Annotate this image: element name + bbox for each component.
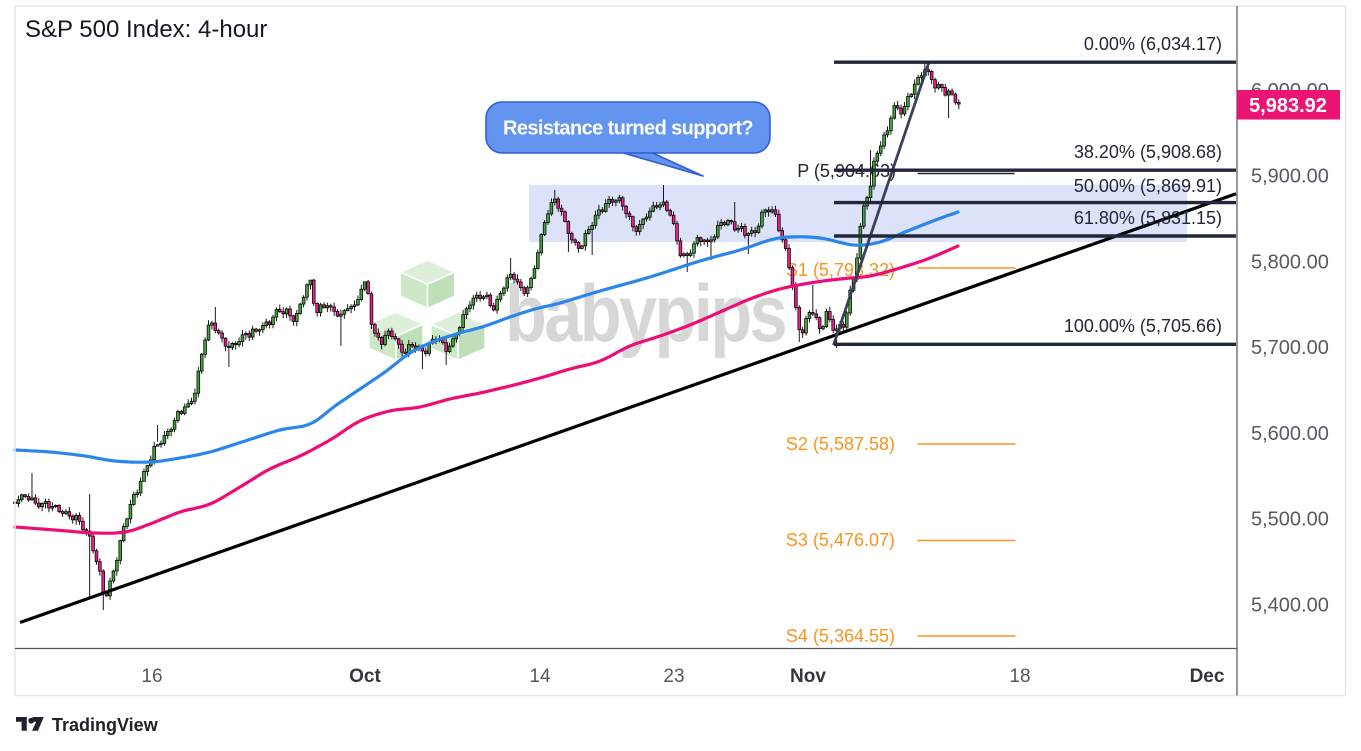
- svg-text:16: 16: [141, 666, 162, 687]
- svg-text:S2 (5,587.58): S2 (5,587.58): [786, 434, 895, 454]
- svg-text:Oct: Oct: [349, 666, 381, 687]
- svg-text:14: 14: [529, 666, 551, 687]
- svg-text:5,500.00: 5,500.00: [1251, 509, 1329, 531]
- svg-text:babypips: babypips: [505, 268, 785, 359]
- svg-text:TradingView: TradingView: [52, 715, 159, 735]
- svg-text:5,800.00: 5,800.00: [1251, 251, 1329, 273]
- svg-text:5,700.00: 5,700.00: [1251, 337, 1329, 359]
- svg-text:18: 18: [1009, 666, 1030, 687]
- svg-text:5,400.00: 5,400.00: [1251, 594, 1329, 616]
- svg-text:5,900.00: 5,900.00: [1251, 166, 1329, 188]
- svg-text:Nov: Nov: [790, 666, 826, 687]
- svg-text:50.00% (5,869.91): 50.00% (5,869.91): [1074, 176, 1222, 196]
- svg-text:61.80% (5,831.15): 61.80% (5,831.15): [1074, 208, 1222, 228]
- svg-text:S4 (5,364.55): S4 (5,364.55): [786, 626, 895, 646]
- svg-text:S3 (5,476.07): S3 (5,476.07): [786, 530, 895, 550]
- svg-text:0.00% (6,034.17): 0.00% (6,034.17): [1084, 34, 1222, 54]
- svg-text:Resistance turned support?: Resistance turned support?: [503, 118, 753, 140]
- svg-text:S&P 500 Index: 4-hour: S&P 500 Index: 4-hour: [25, 16, 267, 43]
- svg-text:S1 (5,793.32): S1 (5,793.32): [786, 260, 895, 280]
- svg-text:Dec: Dec: [1190, 666, 1225, 687]
- svg-text:100.00% (5,705.66): 100.00% (5,705.66): [1064, 316, 1222, 336]
- svg-text:38.20% (5,908.68): 38.20% (5,908.68): [1074, 142, 1222, 162]
- svg-text:23: 23: [663, 666, 684, 687]
- svg-text:5,983.92: 5,983.92: [1249, 95, 1327, 117]
- svg-text:5,600.00: 5,600.00: [1251, 423, 1329, 445]
